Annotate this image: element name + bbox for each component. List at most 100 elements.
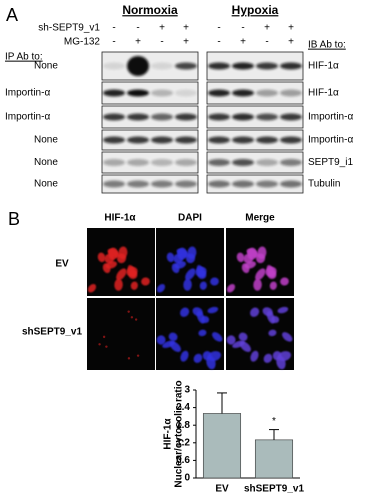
- treatment-mark: -: [112, 37, 115, 48]
- x-tick-label: EV: [215, 484, 229, 495]
- band: [256, 62, 278, 70]
- band: [175, 180, 197, 188]
- nucleus: [195, 266, 207, 277]
- band: [151, 136, 173, 144]
- band: [256, 159, 278, 166]
- bar: [254, 439, 294, 479]
- band: [175, 89, 197, 97]
- bar: [202, 413, 242, 479]
- x-tick-label: shSEPT9_v1: [244, 484, 304, 495]
- band: [208, 159, 230, 166]
- nucleus: [226, 335, 236, 345]
- ib-antibody: Importin-α: [308, 112, 353, 123]
- band: [127, 180, 149, 188]
- nucleus: [265, 266, 277, 277]
- treatment-mark: +: [159, 23, 165, 34]
- nucleus: [241, 263, 250, 274]
- ib-antibody: Importin-α: [308, 135, 353, 146]
- nucleus: [239, 341, 251, 352]
- band: [232, 136, 254, 144]
- nucleus: [180, 307, 190, 317]
- nucleus: [171, 263, 180, 274]
- nucleus: [166, 252, 175, 263]
- band: [280, 62, 302, 70]
- band: [208, 180, 230, 188]
- band: [280, 136, 302, 144]
- nucleus: [269, 281, 277, 290]
- signal: [136, 354, 140, 357]
- ip-antibody: Importin-α: [5, 88, 50, 99]
- treatment: MG-132: [64, 37, 101, 48]
- ib-header: IB Ab to:: [308, 40, 346, 51]
- nucleus: [277, 306, 289, 314]
- ib-antibody: Tubulin: [308, 179, 340, 190]
- nucleus: [183, 278, 192, 291]
- nucleus: [255, 268, 266, 281]
- blot: [206, 174, 304, 194]
- micrograph: [87, 298, 155, 370]
- band: [127, 89, 149, 97]
- blot: [206, 81, 304, 105]
- nucleus: [168, 332, 178, 342]
- nucleus: [130, 281, 138, 290]
- band: [280, 113, 302, 121]
- band: [151, 159, 173, 166]
- nucleus: [207, 306, 219, 314]
- treatment-mark: +: [183, 23, 189, 34]
- nucleus: [156, 283, 166, 293]
- channel: HIF-1α: [104, 213, 136, 224]
- ib-antibody: HIF-1α: [308, 88, 339, 99]
- band: [208, 62, 230, 70]
- annotation: *: [272, 416, 276, 427]
- nucleus: [226, 283, 236, 293]
- treatment-mark: -: [136, 23, 139, 34]
- nucleus: [97, 252, 106, 263]
- nucleus: [266, 311, 275, 324]
- band: [175, 159, 197, 166]
- band: [103, 159, 125, 166]
- band: [232, 180, 254, 188]
- nucleus: [126, 266, 138, 277]
- nucleus: [236, 252, 245, 263]
- ib-antibody: HIF-1α: [308, 61, 339, 72]
- channel: Merge: [245, 213, 275, 224]
- nucleus: [268, 329, 277, 337]
- y-tick-label: 2.4: [176, 402, 190, 413]
- y-tick-label: 1.2: [176, 437, 190, 448]
- condition: Normoxia: [122, 3, 178, 17]
- treatment-mark: -: [112, 23, 115, 34]
- band: [127, 159, 149, 166]
- blot: [206, 105, 304, 129]
- nucleus: [169, 341, 181, 352]
- band: [103, 62, 125, 70]
- band: [208, 113, 230, 121]
- nucleus: [238, 332, 248, 342]
- band: [127, 113, 149, 121]
- y-tick-label: 3: [184, 385, 190, 396]
- band: [232, 113, 254, 121]
- ip-antibody: Importin-α: [5, 112, 50, 123]
- nucleus: [212, 332, 223, 342]
- treatment-mark: +: [183, 37, 189, 48]
- band: [208, 89, 230, 97]
- panel-label: B: [8, 209, 20, 229]
- signal: [130, 316, 134, 319]
- band: [232, 62, 254, 70]
- nucleus: [180, 350, 189, 362]
- band: [151, 62, 173, 70]
- treatment-mark: +: [240, 37, 246, 48]
- band: [256, 89, 278, 97]
- nucleus: [199, 281, 207, 290]
- nucleus: [185, 268, 196, 281]
- nucleus: [263, 353, 273, 363]
- treatment: sh-SEPT9_v1: [38, 23, 100, 34]
- nucleus: [116, 253, 127, 264]
- band: [127, 136, 149, 144]
- ip-antibody: None: [34, 179, 58, 190]
- y-tick-label: 0.6: [176, 455, 190, 466]
- channel: DAPI: [178, 213, 202, 224]
- nucleus: [102, 263, 111, 274]
- treatment-mark: -: [265, 37, 268, 48]
- signal: [102, 335, 106, 339]
